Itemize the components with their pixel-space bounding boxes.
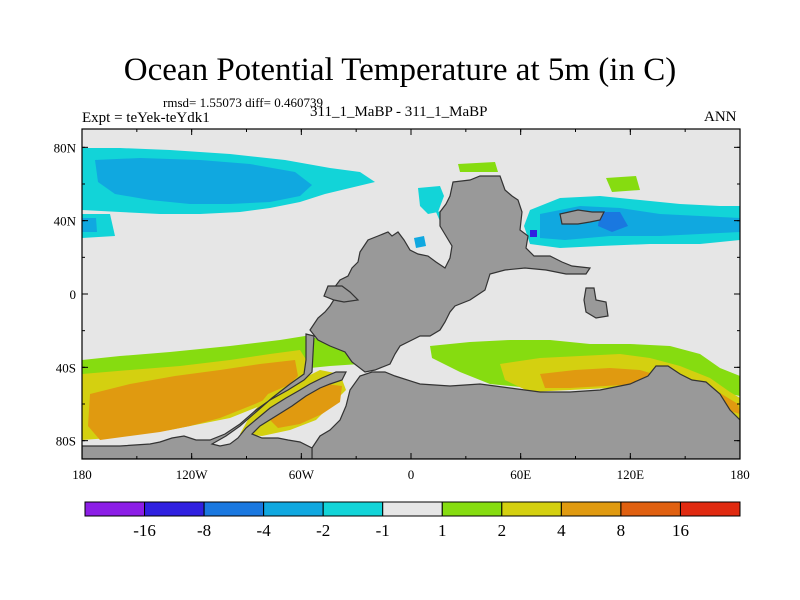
northwest-sea-point <box>530 230 537 237</box>
southern-indian-orange <box>540 368 660 388</box>
colorbar-label: -2 <box>316 521 330 540</box>
green-arctic-patch <box>458 162 498 172</box>
colorbar-label: -16 <box>133 521 156 540</box>
land-mask-southern <box>311 365 740 459</box>
north-atlantic-patch <box>418 186 444 214</box>
x-tick-label: 120W <box>176 467 209 482</box>
north-pacific-tail-core <box>82 218 97 232</box>
colorbar-swatch <box>382 501 443 517</box>
colorbar-swatch <box>322 501 384 517</box>
colorbar-label: 16 <box>672 521 689 540</box>
x-tick-label: 60W <box>289 467 315 482</box>
colorbar-label: -4 <box>257 521 272 540</box>
comparison-label: 311_1_MaBP - 311_1_MaBP <box>310 104 488 120</box>
colorbar-label: 8 <box>617 521 626 540</box>
north-pacific-cold-core <box>95 158 312 204</box>
y-axis: 80N 40N 0 40S 80S <box>54 140 740 449</box>
x-tick-label: 120E <box>617 467 645 482</box>
y-tick-label: 80N <box>54 140 77 155</box>
colorbar-swatch <box>84 501 146 517</box>
land-mask-africa-eurasia <box>309 175 592 373</box>
north-atlantic-patch-3 <box>414 236 426 248</box>
plot-area <box>82 129 740 459</box>
land-mask-west-bit <box>323 285 360 303</box>
land-mask-east-asia <box>559 209 605 225</box>
x-tick-label: 60E <box>510 467 531 482</box>
x-tick-label: 0 <box>408 467 415 482</box>
experiment-label: Expt = teYek-teYdk1 <box>82 110 210 126</box>
colorbar-label: 4 <box>557 521 566 540</box>
stats-label: rmsd= 1.55073 diff= 0.460739 <box>163 95 323 110</box>
colorbar-swatch <box>144 501 205 517</box>
colorbar-swatch <box>501 501 562 517</box>
y-tick-label: 80S <box>56 434 76 449</box>
y-tick-label: 0 <box>70 287 77 302</box>
colorbar-label: -1 <box>376 521 390 540</box>
colorbar-label: -8 <box>197 521 211 540</box>
colorbar-swatch <box>441 501 503 517</box>
y-tick-label: 40N <box>54 214 77 229</box>
colorbar-swatch <box>263 501 324 517</box>
x-tick-label: 180 <box>72 467 92 482</box>
y-tick-label: 40S <box>56 360 76 375</box>
colorbar-label: 1 <box>438 521 447 540</box>
colorbar: -16 -8 -4 -2 -1 1 2 4 8 16 <box>84 501 741 540</box>
season-label: ANN <box>704 109 737 125</box>
x-axis: 180 120W 60W 0 60E 120E 180 <box>72 129 750 482</box>
green-arctic-patch-2 <box>606 176 640 192</box>
colorbar-swatch <box>620 501 681 517</box>
colorbar-swatch <box>679 501 741 517</box>
chart-title: Ocean Potential Temperature at 5m (in C) <box>123 52 677 88</box>
colorbar-swatch <box>203 501 265 517</box>
colorbar-label: 2 <box>498 521 507 540</box>
land-mask-small-islands <box>583 287 609 319</box>
southern-atlantic-warm-anomaly <box>270 384 342 428</box>
northwest-sea-deep <box>598 212 628 232</box>
land-mask-peninsula <box>82 333 347 459</box>
x-tick-label: 180 <box>730 467 750 482</box>
southern-pacific-warm-anomaly <box>88 360 298 440</box>
colorbar-swatch <box>560 501 622 517</box>
